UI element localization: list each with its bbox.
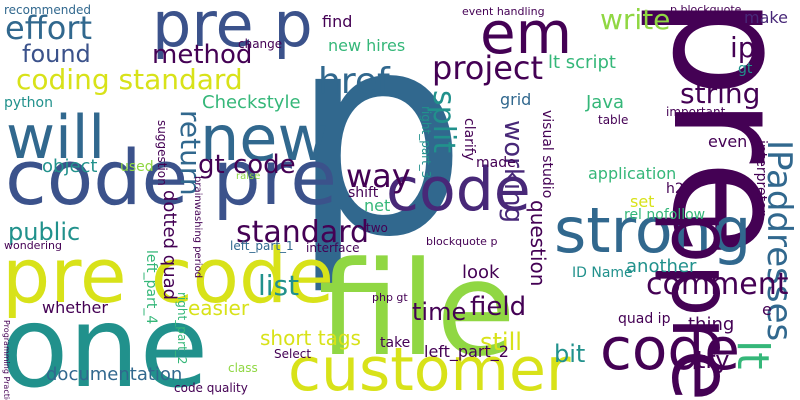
word-interface: interface	[306, 241, 360, 255]
word-rel-nofollow: rel nofollow	[624, 207, 706, 223]
word-short-tags: short tags	[260, 326, 361, 350]
word-working: working	[498, 120, 528, 224]
word-href: href	[318, 61, 390, 102]
word-method: method	[152, 40, 253, 70]
word-table: table	[598, 113, 629, 127]
word-checkstyle: Checkstyle	[202, 92, 301, 113]
word-file: file	[318, 233, 516, 385]
word-clarify: clarify	[461, 118, 477, 161]
word-write: write	[600, 3, 671, 36]
word-project: project	[432, 49, 544, 87]
word-new: new	[200, 102, 329, 175]
word-ip: ip	[730, 31, 756, 64]
word-field: field	[470, 292, 527, 322]
word-net: net	[364, 196, 391, 215]
word-easier: easier	[188, 296, 250, 320]
word-thing: thing	[688, 314, 735, 335]
word-split: split	[426, 90, 461, 154]
word-coding-standard: coding standard	[16, 63, 243, 96]
word-gt: gt	[738, 61, 753, 77]
word-question: question	[526, 200, 550, 287]
word-pre: pre	[637, 0, 800, 259]
word-grid: grid	[500, 90, 532, 109]
word-still: still	[480, 328, 522, 356]
word-effort: effort	[5, 9, 93, 47]
word-code-2: code	[600, 315, 740, 383]
word-standard: standard	[236, 215, 370, 250]
word-lt-script: lt script	[548, 52, 616, 73]
word-try: try	[696, 346, 730, 374]
word-even: even	[708, 132, 748, 151]
word-ppre: ppre	[653, 210, 751, 400]
word-right-part-2: right_part_2	[175, 292, 189, 365]
word-right-part-3: right_part_3	[419, 106, 433, 179]
word-class: class	[228, 361, 258, 375]
word-suggestion: suggestion	[155, 120, 169, 186]
word-raise: raise	[236, 171, 261, 182]
word-dotted-quad: dotted quad	[159, 190, 180, 301]
word-public: public	[8, 218, 81, 246]
word-object: object	[42, 156, 98, 177]
word-em: em	[480, 0, 573, 67]
word-lt: lt	[727, 340, 778, 370]
word-will: will	[6, 103, 106, 173]
word-used: used	[120, 159, 154, 175]
word-left-part-4: left_part_4	[143, 250, 159, 325]
word-list: list	[258, 269, 300, 302]
word-interpreter: interpreter	[753, 140, 769, 216]
word-gt-code: gt code	[198, 150, 296, 180]
word-python: python	[4, 95, 53, 111]
word-bit: bit	[554, 340, 586, 368]
word-strong: strong	[554, 194, 752, 267]
word-time: time	[412, 298, 467, 326]
word-left-part-2: left_part_2	[424, 342, 509, 361]
word-new-hires: new hires	[328, 36, 406, 55]
word-shift: shift	[348, 185, 379, 201]
word-php-gt: php gt	[372, 291, 408, 304]
word-another: another	[626, 256, 697, 277]
word-set: set	[630, 192, 655, 211]
word-code-quality: code quality	[174, 381, 248, 395]
word-comment: comment	[646, 267, 789, 302]
word-left-part-1: left_part_1	[230, 239, 294, 253]
word-take: take	[380, 335, 411, 351]
word-programming-practices: Programming Practices	[2, 320, 11, 400]
word-one: one	[0, 283, 209, 400]
word-application: application	[588, 164, 677, 183]
word-recommended: recommended	[4, 3, 91, 17]
word-pre-p: pre p	[152, 0, 313, 61]
word-visual-studio: visual studio	[539, 110, 555, 199]
word-return: return	[174, 110, 207, 196]
word-code-pre: code pre	[5, 133, 338, 222]
word-wondering: wondering	[4, 239, 62, 252]
word-customer: customer	[288, 335, 571, 400]
word-h2: h2	[666, 181, 684, 197]
word-make: make	[744, 8, 788, 27]
word-string: string	[680, 77, 761, 110]
word-code-1: code	[386, 155, 531, 225]
word-find: find	[322, 12, 353, 31]
word-whether: whether	[42, 298, 108, 317]
word-pre-code: pre code	[2, 231, 335, 320]
word-documentation: documentation	[46, 364, 183, 385]
word-p: p	[290, 0, 468, 299]
word-found: found	[22, 40, 91, 68]
word-e: e	[762, 300, 772, 319]
word-select: Select	[274, 347, 312, 361]
word-important: important	[666, 105, 726, 119]
word-made: made	[476, 155, 516, 171]
word-two: two	[366, 221, 388, 235]
word-quad-ip: quad ip	[618, 311, 671, 327]
word-change: change	[238, 37, 283, 51]
word-id-name: ID Name	[572, 265, 633, 281]
word-p-blockquote: p blockquote	[670, 3, 742, 16]
word-java: Java	[586, 92, 625, 113]
word-blockquote-p: blockquote p	[426, 235, 498, 248]
word-look: look	[462, 262, 500, 283]
word-way: way	[346, 157, 411, 195]
word-event-handling: event handling	[462, 5, 545, 18]
word-brainwashing-period: brainwashing period	[192, 176, 203, 279]
word-ipaddresses: IPaddresses	[759, 140, 799, 342]
